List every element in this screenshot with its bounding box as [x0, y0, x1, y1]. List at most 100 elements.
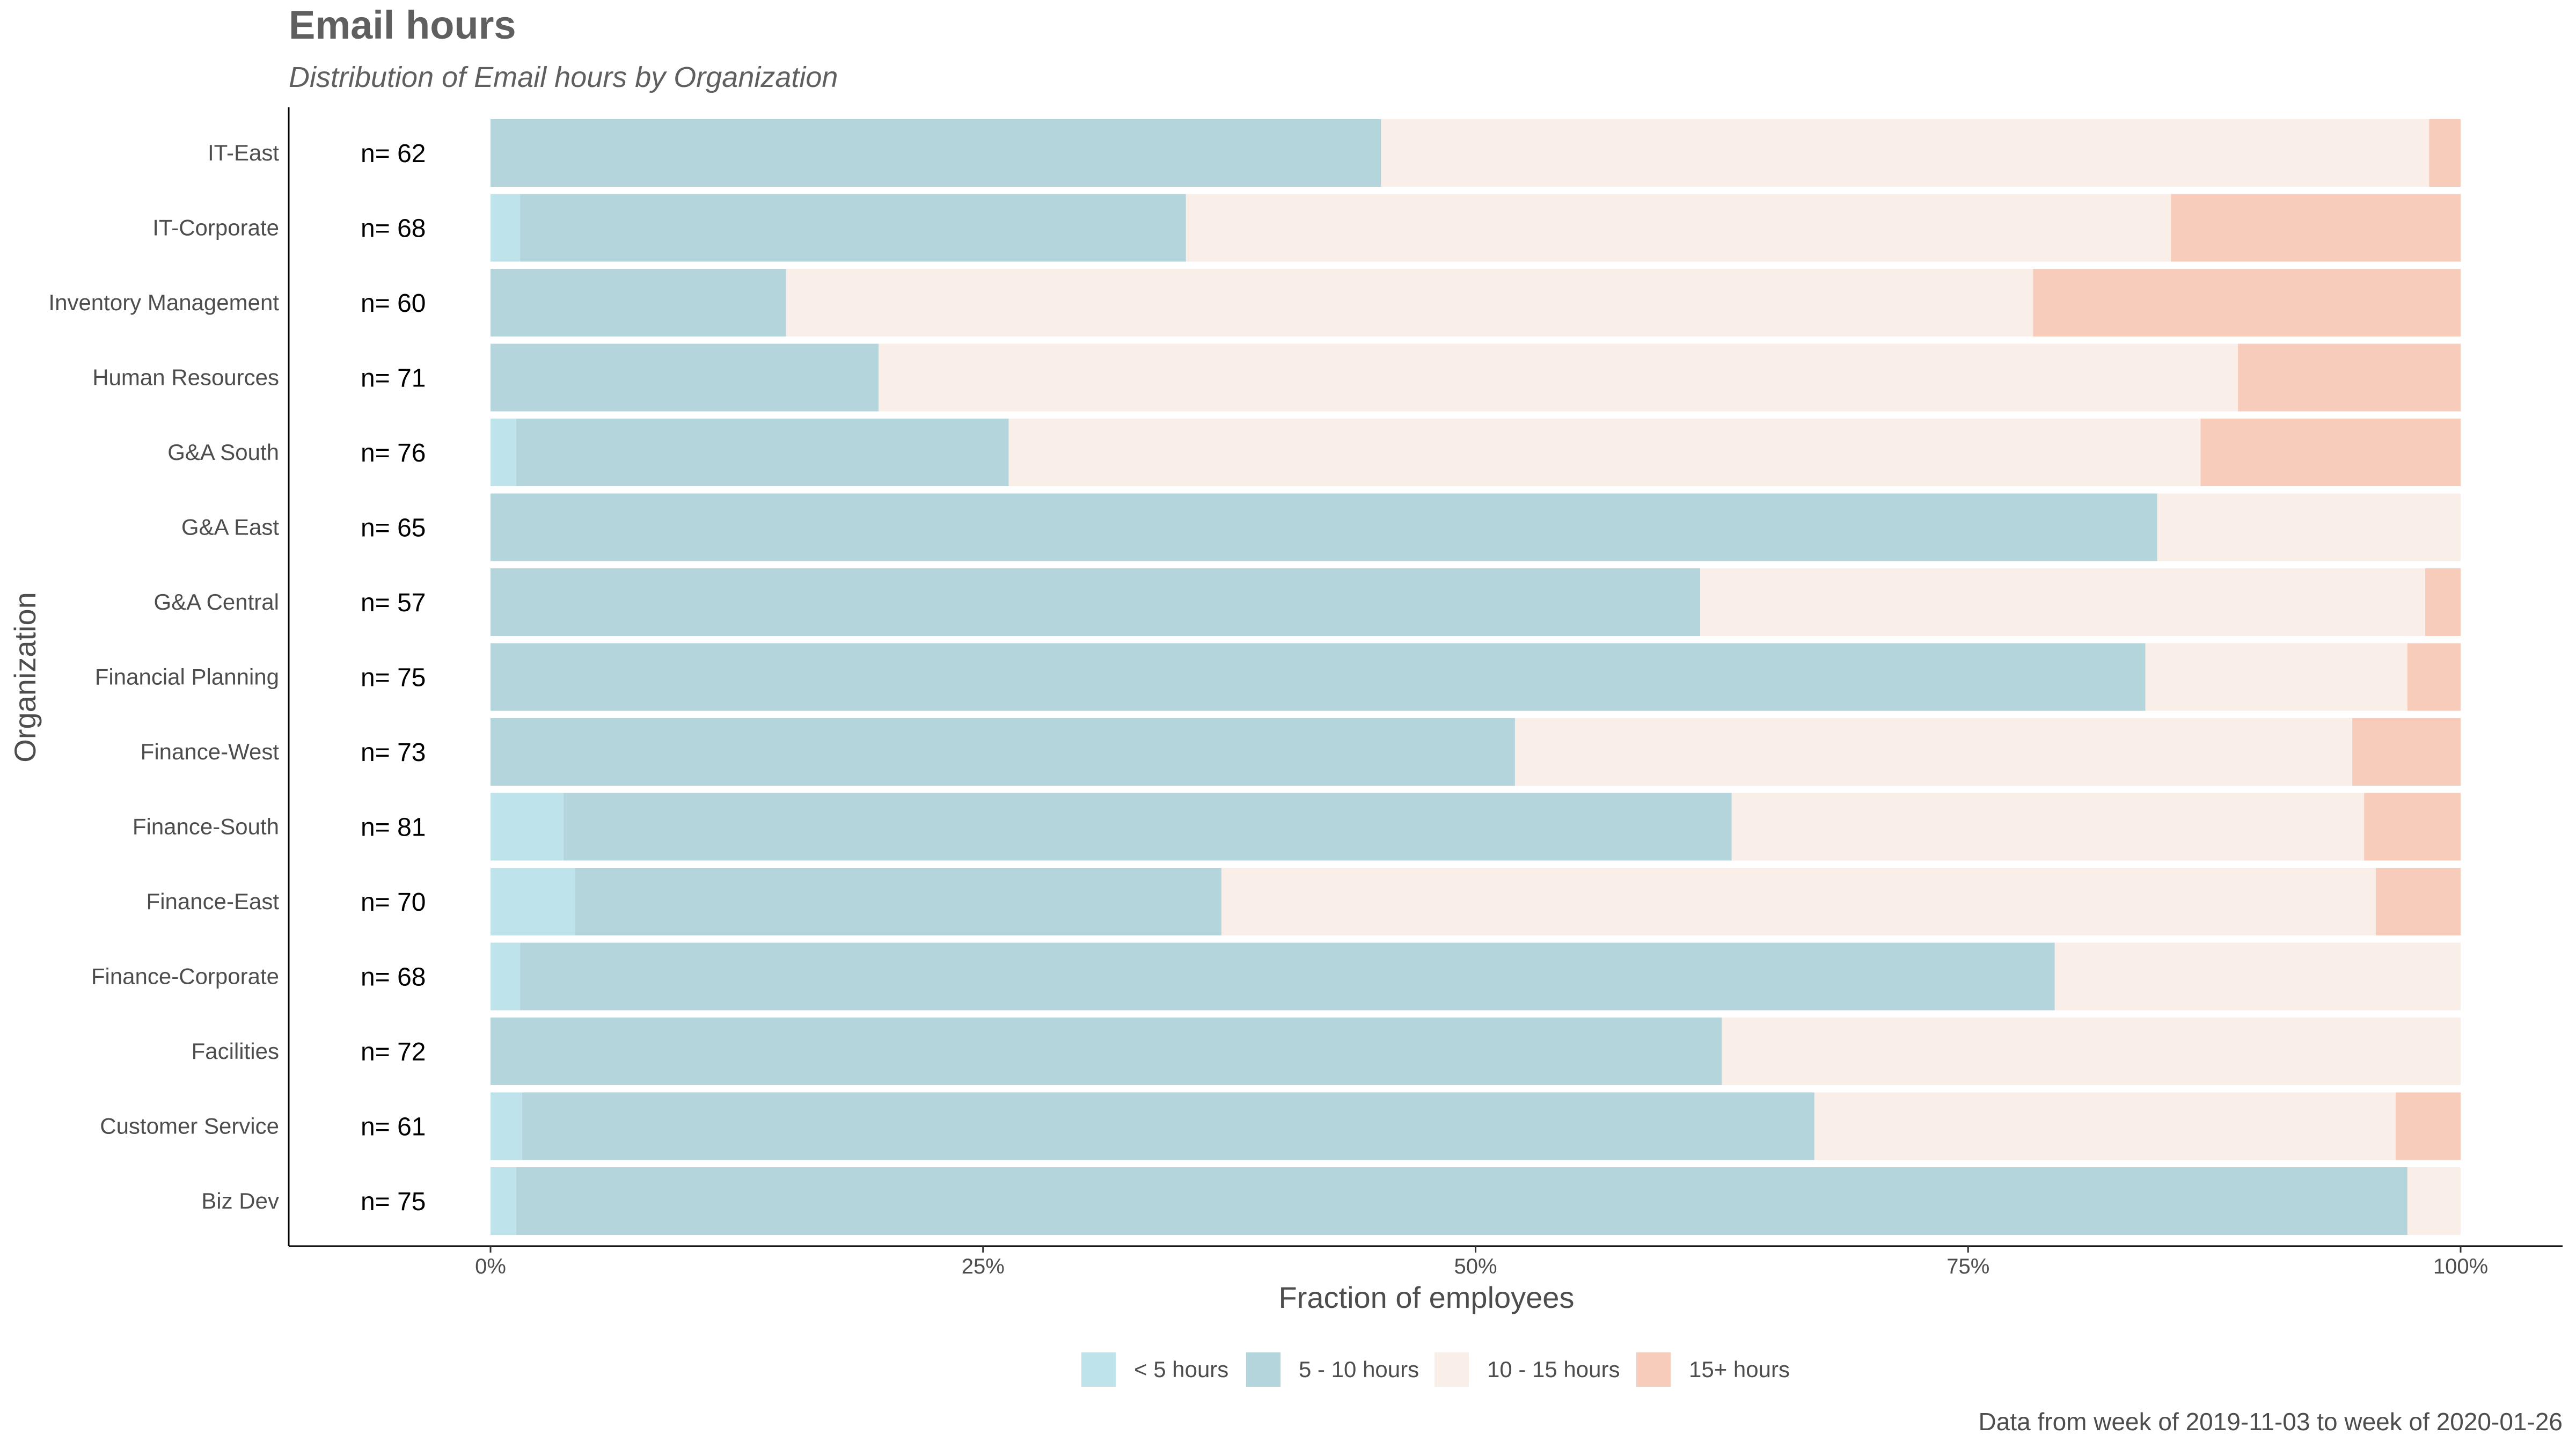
bar-segment: [1514, 718, 2353, 786]
bar-segment: [491, 942, 521, 1011]
bar-segment: [786, 269, 2033, 336]
bar-segment: [491, 568, 1700, 636]
legend-key: [1081, 1352, 1116, 1387]
x-tick-label: 100%: [2433, 1255, 2488, 1278]
bar-segment: [1381, 119, 2429, 187]
y-tick-label: IT-Corporate: [152, 215, 279, 240]
bar-segment: [2054, 942, 2461, 1011]
n-label: n= 76: [361, 439, 426, 467]
bar-segment: [491, 793, 564, 861]
x-axis-ticks: 0% 25% 50% 75% 100%: [475, 1246, 2488, 1278]
n-label: n= 75: [361, 664, 426, 692]
bar-segment: [575, 868, 1221, 935]
n-label: n= 81: [361, 814, 426, 842]
bar-segment: [1731, 793, 2365, 861]
bar-segment: [520, 194, 1186, 262]
bar-segment: [2200, 419, 2461, 486]
bar-segment: [1722, 1018, 2461, 1085]
bar-segment: [2395, 1092, 2461, 1160]
bar-segment: [491, 718, 1515, 786]
bar-segment: [2145, 643, 2407, 711]
bar-segment: [491, 1092, 522, 1160]
bar-segment: [491, 1018, 1722, 1085]
bar-segment: [1700, 568, 2425, 636]
bar-segment: [2171, 194, 2461, 262]
legend-label: < 5 hours: [1134, 1357, 1228, 1382]
bar-segment: [516, 419, 1009, 486]
y-tick-label: Facilities: [192, 1038, 279, 1064]
y-tick-label: G&A Central: [154, 589, 279, 614]
bar-segment: [491, 194, 521, 262]
x-tick-label: 0%: [475, 1255, 506, 1278]
y-tick-label: Customer Service: [100, 1114, 279, 1139]
bar-segment: [879, 343, 2238, 412]
bar-segment: [1221, 868, 2376, 935]
y-tick-label: G&A South: [167, 440, 279, 465]
y-tick-label: IT-East: [208, 140, 279, 165]
n-label: n= 68: [361, 963, 426, 992]
legend-label: 5 - 10 hours: [1299, 1357, 1419, 1382]
bar-segment: [491, 343, 879, 412]
bar-segment: [563, 793, 1732, 861]
bar-segment: [491, 643, 2146, 711]
bar-segment: [2425, 568, 2461, 636]
bar-segment: [491, 1167, 516, 1235]
chart-caption: Data from week of 2019-11-03 to week of …: [1979, 1408, 2563, 1436]
legend-key: [1435, 1352, 1469, 1387]
bar-segment: [2033, 269, 2461, 336]
n-label: n= 60: [361, 289, 426, 318]
bar-segment: [1814, 1092, 2396, 1160]
legend: < 5 hours 5 - 10 hours 10 - 15 hours 15+ ho…: [1081, 1352, 1790, 1387]
legend-key: [1636, 1352, 1671, 1387]
bar-segment: [2407, 1167, 2461, 1235]
y-axis-labels: IT-East IT-Corporate Inventory Management H…: [48, 140, 279, 1213]
bar-segment: [1008, 419, 2201, 486]
bar-segment: [1185, 194, 2171, 262]
y-tick-label: Human Resources: [92, 365, 279, 390]
bar-segment: [2429, 119, 2461, 187]
bar-segment: [491, 119, 1381, 187]
bar-segment: [516, 1167, 2407, 1235]
legend-key: [1246, 1352, 1280, 1387]
x-tick-label: 50%: [1454, 1255, 1497, 1278]
bar-segment: [491, 419, 516, 486]
bar-segment: [522, 1092, 1814, 1160]
n-labels: n= 62 n= 68 n= 60 n= 71 n= 76 n= 65 n= 57 n= 75…: [361, 140, 426, 1216]
y-tick-label: Finance-Corporate: [91, 964, 279, 989]
n-label: n= 72: [361, 1038, 426, 1066]
n-label: n= 62: [361, 140, 426, 168]
bar-segment: [491, 269, 786, 336]
bar-segment: [2407, 643, 2461, 711]
y-tick-label: Finance-East: [147, 889, 280, 914]
y-axis-title: Organization: [8, 592, 42, 763]
y-tick-label: Finance-West: [141, 739, 280, 764]
bars-layer: [491, 119, 2461, 1235]
x-axis-title: Fraction of employees: [1279, 1280, 1575, 1314]
bar-segment: [491, 868, 575, 935]
n-label: n= 65: [361, 514, 426, 543]
n-label: n= 71: [361, 364, 426, 393]
y-tick-label: Finance-South: [133, 814, 279, 839]
x-tick-label: 75%: [1946, 1255, 1989, 1278]
n-label: n= 73: [361, 738, 426, 767]
y-tick-label: Biz Dev: [201, 1188, 279, 1213]
chart-title: Email hours: [289, 3, 516, 47]
n-label: n= 57: [361, 589, 426, 617]
y-tick-label: Inventory Management: [48, 290, 279, 315]
bar-segment: [491, 493, 2157, 561]
y-tick-label: Financial Planning: [95, 664, 279, 690]
bar-segment: [2157, 493, 2461, 561]
n-label: n= 75: [361, 1188, 426, 1216]
chart-subtitle: Distribution of Email hours by Organizat…: [289, 61, 838, 93]
legend-label: 15+ hours: [1689, 1357, 1790, 1382]
bar-segment: [2376, 868, 2461, 935]
n-label: n= 61: [361, 1113, 426, 1141]
bar-segment: [2238, 343, 2461, 412]
n-label: n= 70: [361, 888, 426, 917]
bar-segment: [520, 942, 2055, 1011]
bar-segment: [2364, 793, 2461, 861]
y-tick-label: G&A East: [181, 515, 279, 540]
n-label: n= 68: [361, 215, 426, 243]
x-tick-label: 25%: [962, 1255, 1005, 1278]
